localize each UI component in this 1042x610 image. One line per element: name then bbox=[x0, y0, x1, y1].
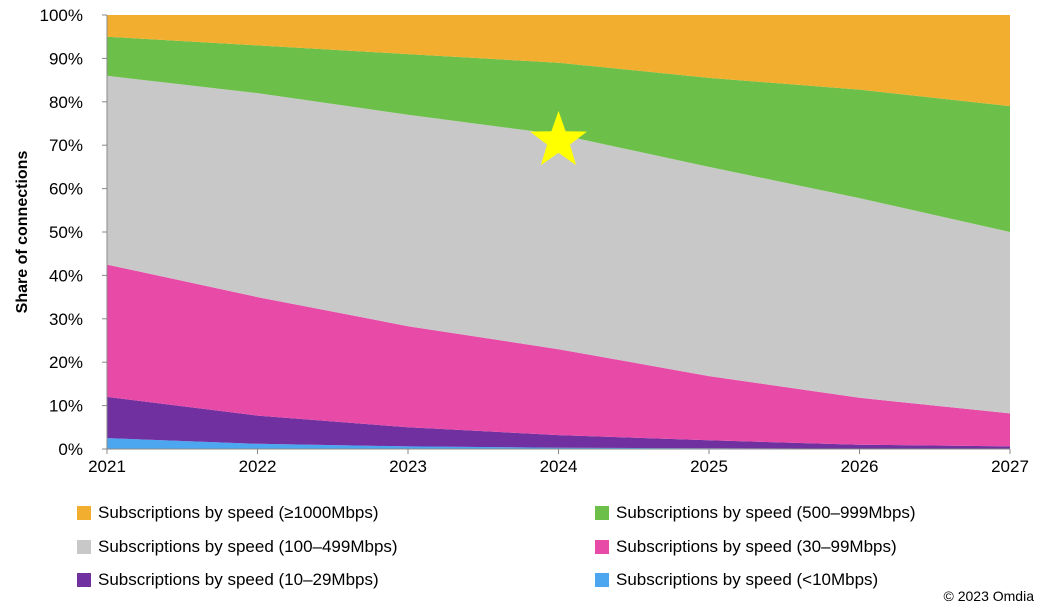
area-series-0 bbox=[107, 438, 1010, 449]
y-tick-label: 30% bbox=[49, 310, 83, 329]
legend-item: Subscriptions by speed (30–99Mbps) bbox=[595, 537, 897, 557]
star-marker bbox=[530, 110, 587, 166]
area-series-1 bbox=[107, 396, 1010, 449]
x-tick-label: 2021 bbox=[88, 457, 126, 476]
y-tick-label: 10% bbox=[49, 397, 83, 416]
legend-item: Subscriptions by speed (10–29Mbps) bbox=[77, 570, 379, 590]
legend-item: Subscriptions by speed (500–999Mbps) bbox=[595, 503, 916, 523]
legend-label: Subscriptions by speed (≥1000Mbps) bbox=[98, 503, 379, 522]
x-tick-label: 2023 bbox=[389, 457, 427, 476]
y-tick-label: 50% bbox=[49, 223, 83, 242]
legend-item: Subscriptions by speed (100–499Mbps) bbox=[77, 537, 398, 557]
y-tick-label: 70% bbox=[49, 136, 83, 155]
legend-swatch bbox=[77, 573, 91, 587]
legend-label: Subscriptions by speed (30–99Mbps) bbox=[616, 537, 897, 556]
legend-swatch bbox=[595, 506, 609, 520]
chart-areas bbox=[107, 15, 1010, 449]
y-tick-label: 100% bbox=[40, 6, 83, 25]
copyright-credit: © 2023 Omdia bbox=[943, 588, 1034, 604]
x-tick-label: 2025 bbox=[690, 457, 728, 476]
y-tick-label: 90% bbox=[49, 49, 83, 68]
stacked-area-chart: 0%10%20%30%40%50%60%70%80%90%100% 2021 20… bbox=[14, 6, 1029, 476]
legend-item: Subscriptions by speed (<10Mbps) bbox=[595, 570, 878, 590]
legend-swatch bbox=[595, 540, 609, 554]
x-tick-labels: 2021 2022 2023 2024 2025 2026 2027 bbox=[88, 457, 1029, 476]
legend-item: Subscriptions by speed (≥1000Mbps) bbox=[77, 503, 379, 523]
x-tick-label: 2026 bbox=[841, 457, 879, 476]
area-series-5 bbox=[107, 15, 1010, 107]
area-series-2 bbox=[107, 264, 1010, 447]
legend-swatch bbox=[77, 506, 91, 520]
legend-label: Subscriptions by speed (500–999Mbps) bbox=[616, 503, 916, 522]
y-tick-label: 60% bbox=[49, 180, 83, 199]
legend-label: Subscriptions by speed (<10Mbps) bbox=[616, 570, 879, 589]
star-annotation bbox=[530, 110, 587, 166]
area-series-3 bbox=[107, 75, 1010, 414]
legend-swatch bbox=[595, 573, 609, 587]
y-tick-label: 20% bbox=[49, 353, 83, 372]
y-axis-label: Share of connections bbox=[14, 151, 31, 314]
y-tick-labels: 0% 10% 20% 30% 40% 50% 60% 70% 80% 90% 100% bbox=[40, 6, 83, 459]
x-tick-label: 2024 bbox=[540, 457, 578, 476]
legend-label: Subscriptions by speed (100–499Mbps) bbox=[98, 537, 398, 556]
legend-swatch bbox=[77, 540, 91, 554]
x-tick-label: 2027 bbox=[991, 457, 1029, 476]
chart-axes bbox=[102, 14, 1011, 454]
y-tick-label: 40% bbox=[49, 266, 83, 285]
legend-label: Subscriptions by speed (10–29Mbps) bbox=[98, 570, 379, 589]
y-tick-label: 80% bbox=[49, 93, 83, 112]
y-tick-label: 0% bbox=[58, 440, 83, 459]
x-tick-label: 2022 bbox=[239, 457, 277, 476]
